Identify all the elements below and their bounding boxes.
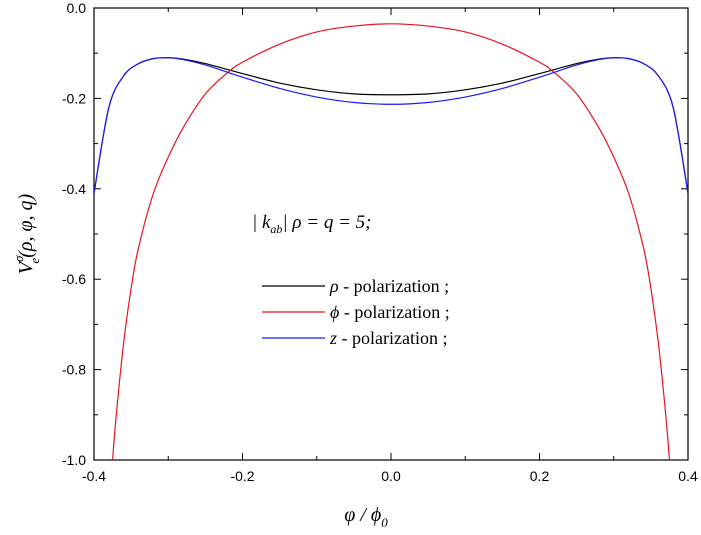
axis-tick-labels: -0.4 -0.2 0.0 0.2 0.4 0.0 -0.2 -0.4 -0.6 -0.8 -1.0 bbox=[62, 0, 698, 484]
x-tick-label: 0.0 bbox=[381, 468, 401, 484]
y-axis-label-base: V bbox=[15, 259, 37, 274]
legend-suffix-phi: - polarization ; bbox=[339, 302, 449, 322]
annotation: | kab| ρ = q = 5; bbox=[252, 212, 371, 236]
legend-symbol-rho: ρ bbox=[329, 276, 339, 296]
legend-suffix-z: - polarization ; bbox=[337, 328, 447, 348]
legend-label-phi: ϕ - polarization ; bbox=[330, 302, 450, 322]
y-tick-label: -1.0 bbox=[62, 452, 86, 468]
y-tick-label: -0.2 bbox=[62, 90, 86, 106]
annotation-right: | ρ = q = 5; bbox=[282, 212, 371, 233]
legend-symbol-phi: ϕ bbox=[330, 302, 339, 322]
x-axis-label-main: φ / ϕ bbox=[344, 504, 381, 526]
y-axis-label-sub: e bbox=[27, 258, 42, 264]
axis-ticks bbox=[93, 7, 689, 461]
y-tick-label: 0.0 bbox=[67, 0, 87, 16]
series-line-2 bbox=[94, 57, 688, 194]
series-line-1 bbox=[111, 23, 671, 460]
legend-label-rho: ρ - polarization ; bbox=[329, 276, 449, 296]
plot-frame bbox=[93, 7, 689, 461]
legend-suffix-rho: - polarization ; bbox=[339, 276, 449, 296]
x-tick-label: -0.2 bbox=[230, 468, 254, 484]
x-axis-label: φ / ϕ0 bbox=[344, 504, 388, 530]
y-axis-label: Vσe(ρ, φ, q) bbox=[11, 193, 42, 274]
x-tick-label: -0.4 bbox=[82, 468, 106, 484]
y-tick-label: -0.8 bbox=[62, 362, 86, 378]
series-group bbox=[94, 23, 688, 460]
x-tick-label: 0.2 bbox=[530, 468, 550, 484]
legend-label-z: z - polarization ; bbox=[329, 328, 447, 348]
y-tick-label: -0.4 bbox=[62, 181, 86, 197]
legend: ρ - polarization ; ϕ - polarization ; z … bbox=[262, 276, 450, 348]
annotation-sub: ab bbox=[270, 222, 282, 236]
y-tick-label: -0.6 bbox=[62, 271, 86, 287]
y-axis-label-args: (ρ, φ, q) bbox=[15, 193, 37, 257]
x-tick-label: 0.4 bbox=[678, 468, 698, 484]
series-line-0 bbox=[94, 57, 688, 194]
legend-symbol-z: z bbox=[329, 328, 337, 348]
x-axis-label-sub: 0 bbox=[381, 515, 388, 530]
y-axis-label-sup: σ bbox=[11, 255, 26, 262]
annotation-left: | k bbox=[252, 212, 271, 233]
